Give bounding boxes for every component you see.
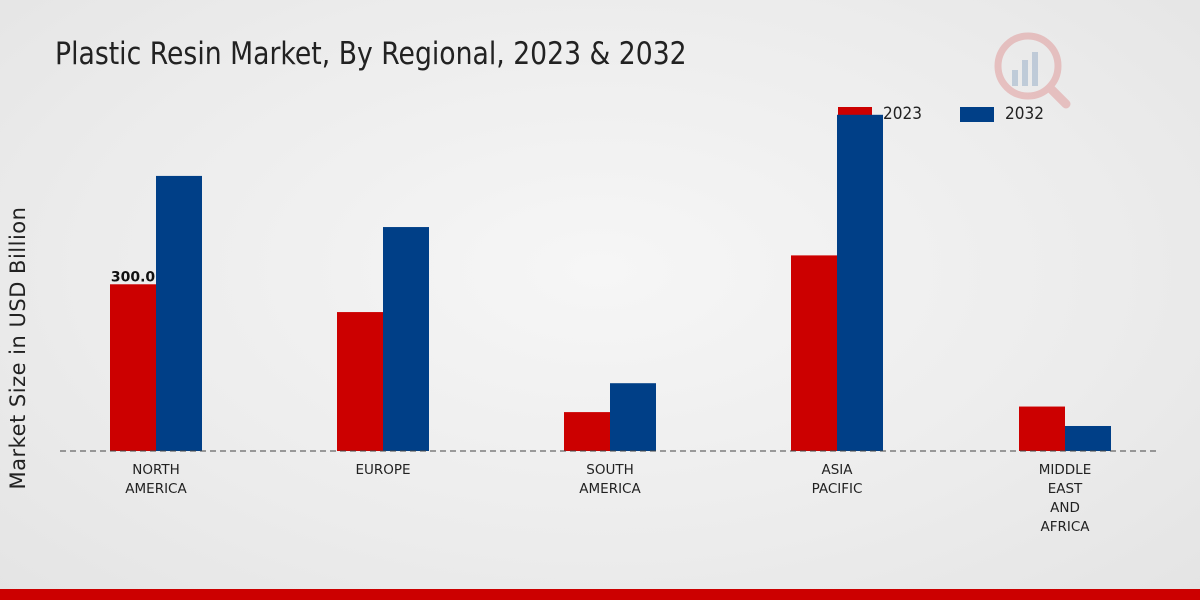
bar-2023-4 xyxy=(1019,406,1065,451)
footer-bar xyxy=(0,589,1200,600)
x-tick-label-4-2: AND xyxy=(1050,500,1080,516)
bar-2023-0 xyxy=(110,284,156,451)
bar-2032-4 xyxy=(1065,425,1111,451)
brand-logo-icon xyxy=(992,30,1072,114)
data-label-0: 300.0 xyxy=(111,269,156,285)
chart-title: Plastic Resin Market, By Regional, 2023 … xyxy=(55,36,687,72)
x-tick-label-0-0: NORTH xyxy=(132,462,180,478)
bar-2032-1 xyxy=(383,227,429,451)
x-tick-label-1-0: EUROPE xyxy=(355,462,410,478)
x-tick-label-4-3: AFRICA xyxy=(1040,519,1090,535)
bar-2032-2 xyxy=(610,383,656,451)
legend-label-2032: 2032 xyxy=(1005,104,1045,124)
legend: 2023 2032 xyxy=(838,104,1083,124)
x-tick-label-2-1: AMERICA xyxy=(579,481,641,497)
x-tick-label-2-0: SOUTH xyxy=(586,462,633,478)
bar-2023-2 xyxy=(564,412,610,451)
x-tick-label-4-1: EAST xyxy=(1048,481,1083,497)
bar-2023-3 xyxy=(791,255,837,451)
x-tick-label-3-0: ASIA xyxy=(821,462,853,478)
legend-label-2023: 2023 xyxy=(883,104,922,124)
bar-2032-3 xyxy=(837,114,883,452)
x-tick-label-0-1: AMERICA xyxy=(125,481,187,497)
bar-2023-1 xyxy=(337,312,383,451)
bar-2032-0 xyxy=(156,175,202,451)
x-tick-label-3-1: PACIFIC xyxy=(812,481,863,497)
x-tick-label-4-0: MIDDLE xyxy=(1039,462,1091,478)
legend-item-2032[interactable]: 2032 xyxy=(960,104,1048,124)
legend-swatch-2032 xyxy=(960,106,995,122)
